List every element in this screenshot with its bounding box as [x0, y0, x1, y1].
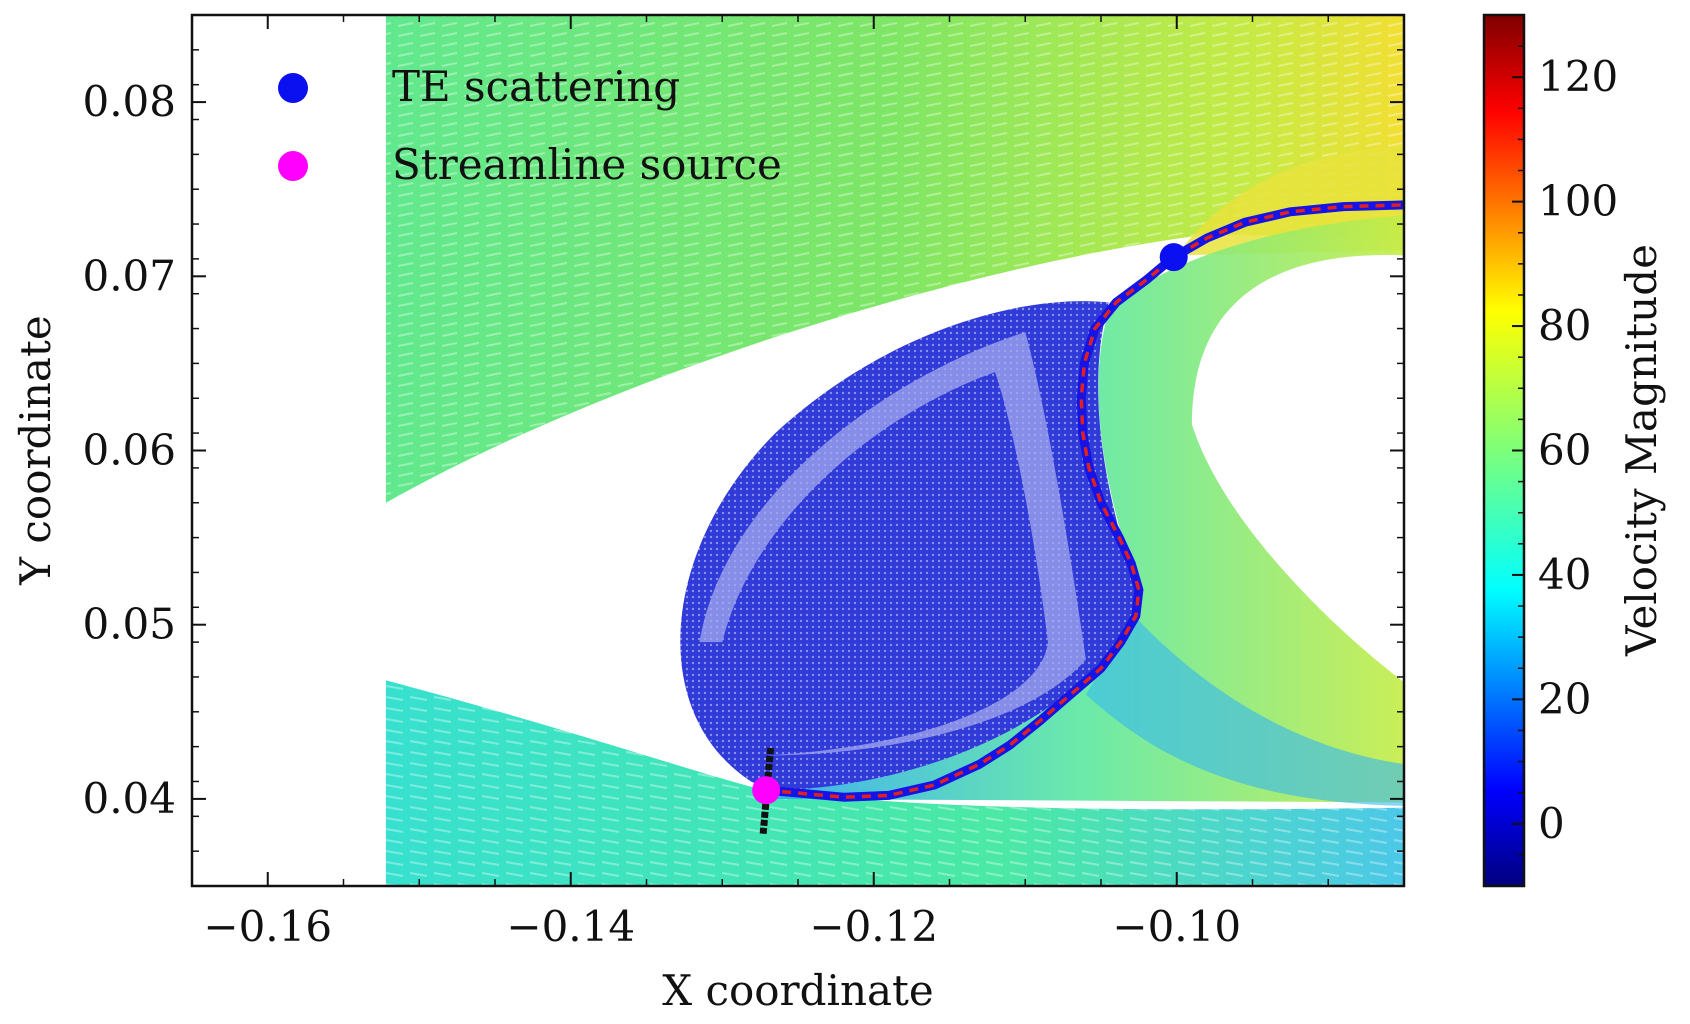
- x-tick-label: −0.16: [203, 902, 332, 951]
- streamline-layer: [752, 200, 1404, 835]
- x-tick-label: −0.10: [1112, 902, 1241, 951]
- legend-marker-te-scattering: [278, 73, 308, 103]
- colorbar-tick-label: 0: [1538, 799, 1565, 848]
- wake-region: [766, 215, 1404, 803]
- legend-marker-streamline-source: [278, 151, 308, 181]
- colorbar: 0 20 40 60 80 100 120 Velocity Magnitude: [1482, 13, 1666, 888]
- y-axis-title: Y coordinate: [11, 315, 60, 585]
- colorbar-tick-label: 20: [1538, 674, 1591, 723]
- colorbar-tick-label: 80: [1538, 301, 1591, 350]
- legend-label-te-scattering: TE scattering: [392, 62, 680, 111]
- te-scattering-point: [1159, 243, 1188, 272]
- colorbar-tick-label: 120: [1538, 52, 1618, 101]
- wake-low-velocity-band: [1085, 616, 1404, 806]
- colorbar-tick-label: 40: [1538, 550, 1591, 599]
- velocity-field: [385, 15, 1404, 886]
- upper-jet-arrows: [385, 15, 1404, 503]
- streamline-source-point: [752, 776, 781, 805]
- recirculation-shear-band: [699, 332, 1086, 756]
- x-tick-label: −0.14: [506, 902, 635, 951]
- lower-jet-arrows: [385, 680, 1404, 886]
- y-tick-label: 0.06: [82, 426, 176, 475]
- y-tick-label: 0.08: [82, 77, 176, 126]
- y-tick-label: 0.07: [82, 251, 176, 300]
- legend-label-streamline-source: Streamline source: [392, 140, 782, 189]
- colorbar-label: Velocity Magnitude: [1617, 244, 1666, 657]
- y-tick-label: 0.04: [82, 774, 176, 823]
- colorbar-ticks: 0 20 40 60 80 100 120: [1512, 14, 1618, 887]
- legend: TE scattering Streamline source: [278, 62, 782, 189]
- y-tick-label: 0.05: [82, 600, 176, 649]
- streamline-inner-dashed: [766, 203, 1404, 799]
- x-tick-label: −0.12: [809, 902, 938, 951]
- colorbar-tick-label: 60: [1538, 426, 1591, 475]
- colorbar-tick-label: 100: [1538, 177, 1618, 226]
- plot-area: [385, 15, 1404, 886]
- x-axis-title: X coordinate: [662, 966, 934, 1015]
- axis-ticks: −0.16 −0.14 −0.12 −0.10 0.04 0.05 0.06 0.07 0.08: [82, 14, 1405, 951]
